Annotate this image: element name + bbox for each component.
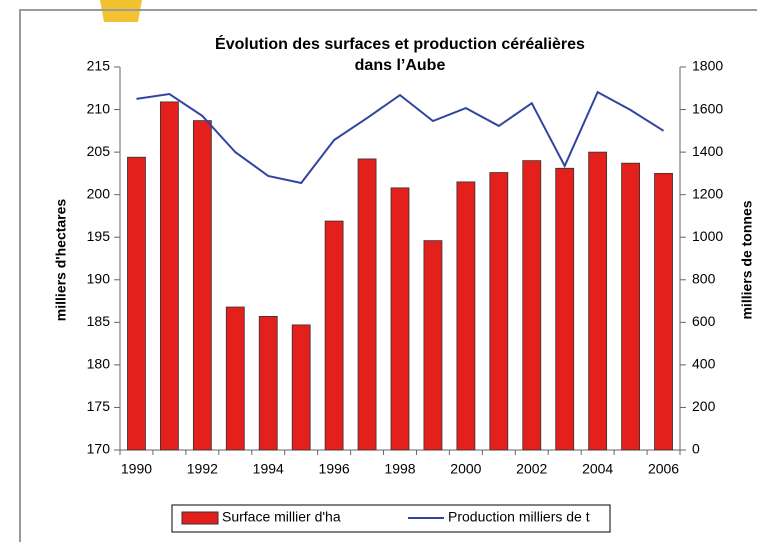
bar: [489, 172, 509, 451]
y2-tick-label: 1600: [692, 100, 723, 116]
bar: [127, 156, 146, 451]
y2-tick-label: 1000: [692, 228, 723, 244]
y2-tick-label: 1800: [692, 58, 723, 74]
frame: [19, 9, 757, 542]
legend: [171, 504, 611, 533]
y2-tick-label: 400: [692, 356, 716, 372]
bar: [192, 120, 212, 451]
bar: [456, 181, 476, 451]
y2-tick-label: 600: [692, 313, 716, 329]
legend-label: Production milliers de t: [448, 509, 590, 525]
y-tick-label: 175: [87, 398, 111, 414]
x-tick-label: 1998: [384, 461, 415, 477]
x-tick-label: 1990: [121, 461, 152, 477]
y2-tick-label: 0: [692, 441, 700, 457]
y-tick-label: 185: [87, 313, 111, 329]
chart-title: dans l’Aube: [355, 57, 446, 74]
y-tick-label: 195: [87, 228, 111, 244]
x-tick-label: 2002: [516, 461, 547, 477]
bar: [258, 315, 278, 451]
y-tick-label: 210: [87, 100, 111, 116]
bar: [588, 151, 608, 451]
y2-tick-label: 200: [692, 398, 716, 414]
bar: [225, 306, 245, 451]
y2-axis-label: milliers de tonnes: [739, 200, 755, 319]
x-tick-label: 1994: [253, 461, 284, 477]
y-tick-label: 190: [87, 270, 111, 286]
x-tick-label: 2000: [450, 461, 481, 477]
bar: [390, 187, 410, 451]
y-tick-label: 205: [87, 143, 111, 159]
x-tick-label: 1992: [187, 461, 218, 477]
bar: [522, 160, 542, 451]
y2-tick-label: 800: [692, 270, 716, 286]
bar: [357, 158, 377, 451]
line: [136, 90, 665, 185]
x-tick-label: 2006: [648, 461, 679, 477]
bar: [423, 240, 443, 451]
y-tick-label: 180: [87, 356, 111, 372]
legend-label: Surface millier d'ha: [222, 509, 341, 525]
y2-tick-label: 1400: [692, 143, 723, 159]
y2-tick-label: 1200: [692, 185, 723, 201]
bar: [291, 324, 311, 451]
x-tick-label: 1996: [319, 461, 350, 477]
bar: [160, 101, 179, 451]
bar: [324, 220, 344, 451]
y-axis-label: milliers d'hectares: [53, 199, 69, 322]
legend-swatch: [181, 511, 219, 525]
y-tick-label: 170: [87, 441, 111, 457]
bar: [621, 162, 640, 451]
y-tick-label: 215: [87, 58, 111, 74]
y-tick-label: 200: [87, 185, 111, 201]
x-tick-label: 2004: [582, 461, 613, 477]
bar: [654, 172, 673, 451]
chart-title: Évolution des surfaces et production cér…: [215, 34, 585, 53]
bar: [555, 167, 575, 451]
